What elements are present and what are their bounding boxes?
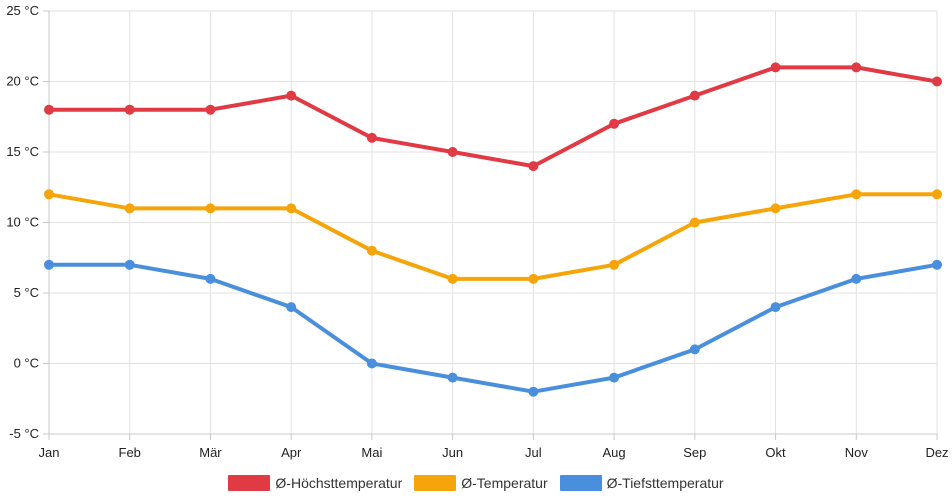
data-point-avg-temp[interactable] xyxy=(932,189,942,200)
x-tick-label: Jan xyxy=(39,445,60,460)
data-point-avg-temp[interactable] xyxy=(851,189,862,200)
data-point-avg-temp[interactable] xyxy=(689,217,700,228)
data-point-avg-temp[interactable] xyxy=(366,245,377,256)
y-tick-label: 0 °C xyxy=(14,356,39,371)
legend-swatch-min-temp xyxy=(559,475,602,491)
data-point-min-temp[interactable] xyxy=(689,344,700,355)
data-point-min-temp[interactable] xyxy=(528,386,539,397)
series-min-temp xyxy=(44,259,942,397)
data-point-avg-temp[interactable] xyxy=(447,273,458,284)
data-point-max-temp[interactable] xyxy=(609,118,620,129)
x-tick-label: Jul xyxy=(525,445,542,460)
legend: Ø-Höchsttemperatur Ø-Temperatur Ø-Tiefst… xyxy=(0,470,952,496)
data-point-max-temp[interactable] xyxy=(205,104,216,115)
x-tick-label: Aug xyxy=(603,445,626,460)
data-point-avg-temp[interactable] xyxy=(44,189,54,200)
x-tick-label: Dez xyxy=(925,445,948,460)
data-point-min-temp[interactable] xyxy=(932,259,942,270)
series-avg-temp xyxy=(44,189,942,284)
axes: -5 °C 0 °C 5 °C 10 °C 15 °C 20 °C 25 °C Jan Feb M… xyxy=(6,3,948,460)
data-point-min-temp[interactable] xyxy=(609,372,620,383)
line-chart-svg: -5 °C 0 °C 5 °C 10 °C 15 °C 20 °C 25 °C Jan Feb M… xyxy=(6,3,948,460)
data-point-max-temp[interactable] xyxy=(124,104,135,115)
x-tick-label: Nov xyxy=(845,445,869,460)
grid-lines xyxy=(48,10,938,435)
legend-swatch-avg-temp xyxy=(414,475,457,491)
data-point-max-temp[interactable] xyxy=(528,161,539,172)
y-tick-label: 15 °C xyxy=(6,144,39,159)
data-point-max-temp[interactable] xyxy=(932,76,942,87)
data-point-min-temp[interactable] xyxy=(770,302,781,313)
legend-swatch-max-temp xyxy=(228,475,271,491)
x-tick-label: Sep xyxy=(683,445,706,460)
legend-label-avg-temp: Ø-Temperatur xyxy=(461,475,548,491)
data-point-min-temp[interactable] xyxy=(447,372,458,383)
data-point-min-temp[interactable] xyxy=(44,259,54,270)
data-point-avg-temp[interactable] xyxy=(286,203,297,214)
data-point-min-temp[interactable] xyxy=(366,358,377,369)
series-line-min-temp xyxy=(47,262,939,394)
data-point-avg-temp[interactable] xyxy=(770,203,781,214)
y-tick-label: 20 °C xyxy=(6,74,39,89)
x-tick-label: Apr xyxy=(281,445,302,460)
data-point-avg-temp[interactable] xyxy=(205,203,216,214)
data-point-max-temp[interactable] xyxy=(286,90,297,101)
series-lines xyxy=(44,62,942,397)
data-point-max-temp[interactable] xyxy=(366,132,377,143)
data-point-min-temp[interactable] xyxy=(124,259,135,270)
data-point-max-temp[interactable] xyxy=(44,104,54,115)
y-tick-label: 10 °C xyxy=(6,215,39,230)
y-tick-label: 5 °C xyxy=(14,285,39,300)
data-point-min-temp[interactable] xyxy=(205,273,216,284)
series-max-temp xyxy=(44,62,942,172)
legend-label-max-temp: Ø-Höchsttemperatur xyxy=(275,475,403,491)
data-point-max-temp[interactable] xyxy=(770,62,781,73)
data-point-max-temp[interactable] xyxy=(851,62,862,73)
series-line-max-temp xyxy=(47,65,939,169)
y-tick-label: -5 °C xyxy=(9,426,39,441)
x-tick-label: Okt xyxy=(765,445,786,460)
data-point-min-temp[interactable] xyxy=(286,302,297,313)
legend-item-max-temp[interactable]: Ø-Höchsttemperatur xyxy=(228,475,402,491)
x-tick-label: Jun xyxy=(442,445,463,460)
data-point-avg-temp[interactable] xyxy=(124,203,135,214)
data-point-max-temp[interactable] xyxy=(447,147,458,157)
x-tick-label: Feb xyxy=(119,445,141,460)
x-tick-label: Mai xyxy=(361,445,382,460)
y-tick-label: 25 °C xyxy=(6,3,39,18)
legend-item-avg-temp[interactable]: Ø-Temperatur xyxy=(414,475,548,491)
legend-label-min-temp: Ø-Tiefsttemperatur xyxy=(606,475,724,491)
data-point-avg-temp[interactable] xyxy=(528,273,539,284)
x-tick-label: Mär xyxy=(199,445,222,460)
data-point-min-temp[interactable] xyxy=(851,273,862,284)
legend-item-min-temp[interactable]: Ø-Tiefsttemperatur xyxy=(559,475,724,491)
data-point-max-temp[interactable] xyxy=(689,90,700,101)
series-line-avg-temp xyxy=(47,192,939,281)
data-point-avg-temp[interactable] xyxy=(609,259,620,270)
